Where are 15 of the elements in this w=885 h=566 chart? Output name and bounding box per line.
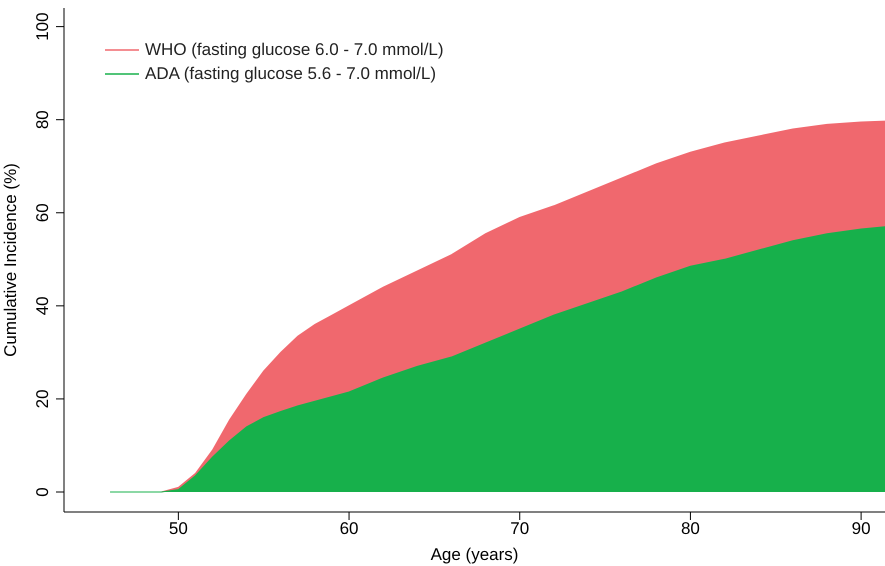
x-tick-label: 80	[680, 519, 700, 538]
y-tick-label: 20	[33, 389, 52, 408]
x-tick-label: 50	[168, 519, 188, 538]
y-axis-title: Cumulative Incidence (%)	[1, 163, 20, 357]
y-tick-label: 100	[33, 12, 52, 41]
y-tick-label: 80	[33, 110, 52, 130]
y-tick-label: 0	[33, 487, 52, 497]
legend-label: ADA (fasting glucose 5.6 - 7.0 mmol/L)	[145, 63, 436, 85]
y-tick-label: 60	[33, 203, 52, 222]
legend-label: WHO (fasting glucose 6.0 - 7.0 mmol/L)	[145, 39, 444, 61]
x-axis-title: Age (years)	[430, 545, 518, 564]
x-tick-label: 70	[510, 519, 530, 538]
x-tick-label: 90	[852, 519, 871, 538]
x-tick-label: 60	[340, 519, 359, 538]
y-tick-label: 40	[33, 296, 52, 316]
